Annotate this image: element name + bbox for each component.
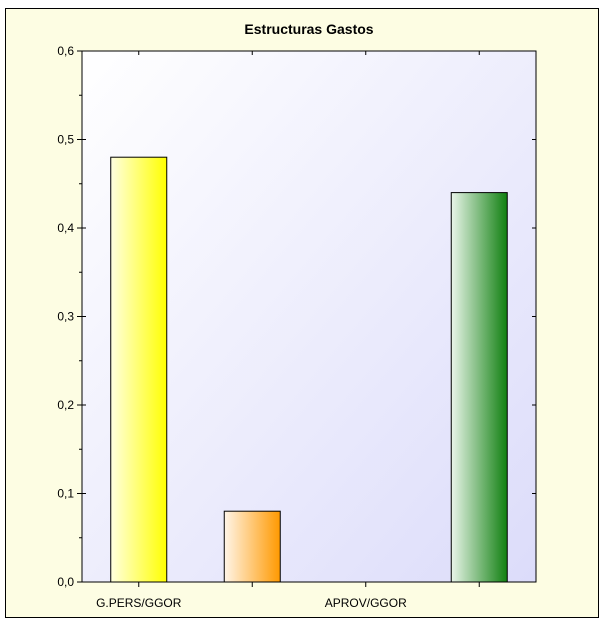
x-tick-label: APROV/GGOR	[325, 596, 407, 610]
y-tick-label: 0,1	[57, 487, 74, 501]
chart-frame: Estructuras Gastos 0,0 0,1 0,2 0,3 0,4 0,5 0,6…	[5, 8, 599, 618]
bar-chart: Estructuras Gastos 0,0 0,1 0,2 0,3 0,4 0,5 0,6…	[57, 21, 537, 610]
chart-title: Estructuras Gastos	[244, 21, 373, 37]
bar-4	[450, 192, 508, 583]
bar-2	[223, 510, 281, 583]
y-tick-label: 0,3	[57, 310, 74, 324]
y-tick-label: 0,5	[57, 133, 74, 147]
bar-1	[110, 156, 168, 583]
x-tick-label: G.PERS/GGOR	[96, 596, 182, 610]
y-tick-label: 0,6	[57, 44, 74, 58]
y-tick-label: 0,2	[57, 398, 74, 412]
y-tick-label: 0,0	[57, 575, 74, 589]
y-tick-label: 0,4	[57, 221, 74, 235]
